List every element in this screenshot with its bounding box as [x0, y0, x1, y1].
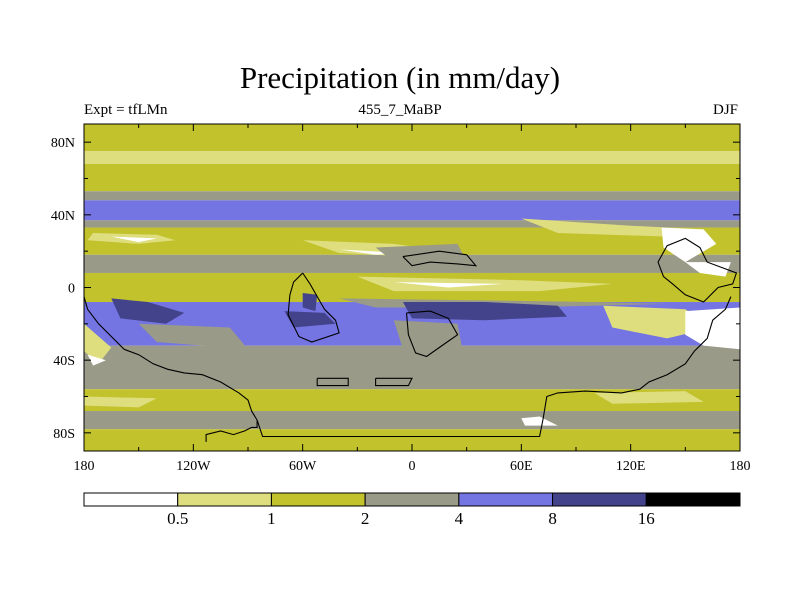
region-indian-ocean-dark-band	[402, 302, 567, 321]
region-west-pacific-white-patch	[685, 262, 731, 277]
region-antarctic-white-streak	[521, 416, 558, 426]
colorbar-label: 2	[361, 509, 370, 528]
case-label: 455_7_MaBP	[358, 102, 442, 118]
zonal-band-11	[84, 389, 740, 412]
coastline-southern-africa-coast	[405, 310, 459, 358]
coastline-north-africa-coast	[402, 250, 478, 267]
y-tick-label: 0	[68, 282, 75, 297]
colorbar-swatch	[645, 492, 741, 507]
x-tick-label: 120E	[616, 459, 646, 474]
region-southern-ocean-light-patch-2	[594, 391, 704, 404]
x-tick-label: 180	[74, 459, 95, 474]
region-west-coast-light-strip	[84, 323, 112, 364]
season-label: DJF	[712, 102, 738, 118]
colorbar-label: 4	[455, 509, 464, 528]
region-australia-white-patch	[685, 307, 740, 350]
coastline-antarctica-boundary	[205, 296, 732, 442]
colorbar-label: 8	[548, 509, 557, 528]
axis-ticks: 180 120W 60W 0 60E 120E 180 80N 40N 0 40S 80S	[51, 124, 751, 474]
zonal-band-5	[84, 220, 740, 228]
x-tick-label: 60E	[510, 459, 533, 474]
zonal-band-13	[84, 429, 740, 451]
chart-title: Precipitation (in mm/day)	[239, 60, 561, 95]
y-tick-label: 80N	[51, 136, 75, 151]
x-tick-label: 0	[409, 459, 416, 474]
region-south-america-dark-patch-2	[302, 293, 318, 312]
map-fill-layer	[84, 124, 740, 451]
colorbar-swatch	[552, 492, 647, 507]
experiment-label: Expt = tfLMn	[84, 102, 168, 118]
region-north-pacific-white-streak	[111, 236, 157, 243]
region-southern-ocean-light-patch	[84, 396, 157, 408]
colorbar: 0.5 1 2 4 8 16	[83, 492, 741, 528]
colorbar-label: 0.5	[167, 509, 188, 528]
zonal-band-1	[84, 151, 740, 164]
x-tick-label: 60W	[289, 459, 317, 474]
colorbar-swatch	[83, 492, 179, 507]
coastline-layer	[84, 237, 738, 442]
region-south-pacific-gray-patch	[138, 323, 248, 350]
zonal-band-2	[84, 163, 740, 192]
region-asia-north-light-band	[521, 218, 704, 237]
zonal-band-12	[84, 411, 740, 430]
colorbar-swatch	[364, 492, 460, 507]
coastline-south-america-coast	[287, 272, 340, 343]
coastline-asia-coast	[657, 237, 738, 303]
region-south-america-dark-spot	[284, 311, 336, 328]
coastline-antarctic-island-1	[316, 377, 349, 387]
x-tick-label: 120W	[176, 459, 211, 474]
region-southern-africa-gray-patch	[393, 320, 463, 353]
zonal-band-3	[84, 191, 740, 201]
zonal-band-10	[84, 345, 740, 390]
coastline-antarctic-island-2	[375, 377, 413, 387]
colorbar-swatch	[270, 492, 366, 507]
region-east-pacific-dark-core	[111, 298, 185, 324]
region-asia-white-patch	[661, 227, 717, 263]
coastline-west-coast	[84, 296, 258, 421]
y-tick-label: 40N	[51, 209, 75, 224]
region-west-coast-white-strip	[87, 354, 106, 366]
colorbar-label: 1	[267, 509, 276, 528]
y-tick-label: 40S	[53, 354, 75, 369]
colorbar-swatch	[458, 492, 554, 507]
colorbar-swatch	[177, 492, 272, 507]
zonal-band-4	[84, 200, 740, 221]
y-tick-label: 80S	[53, 427, 75, 442]
region-equatorial-white-line	[393, 282, 504, 288]
x-tick-label: 180	[730, 459, 751, 474]
colorbar-label: 16	[638, 509, 655, 528]
